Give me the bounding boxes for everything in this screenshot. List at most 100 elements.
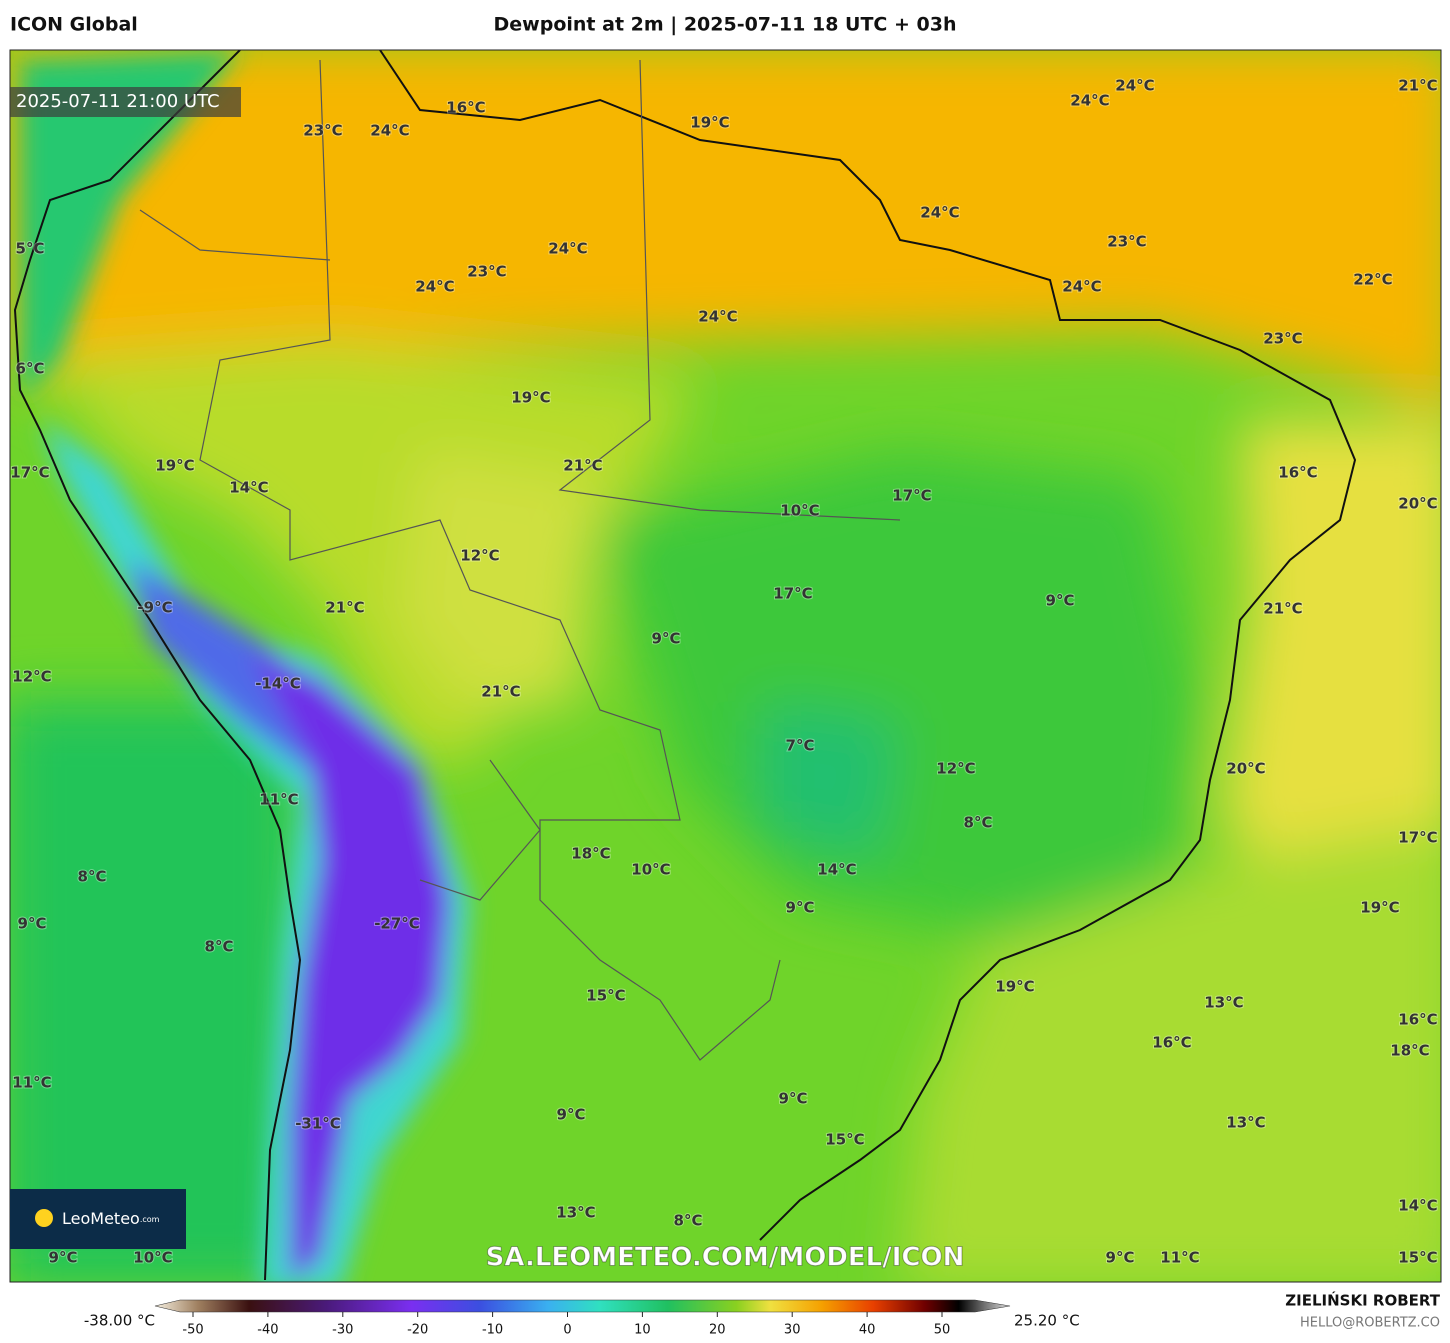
temperature-label: 13°C [1226, 1114, 1265, 1132]
temperature-label: 24°C [1070, 92, 1109, 110]
temperature-label: 8°C [78, 868, 107, 886]
temperature-label: 14°C [817, 861, 856, 879]
temperature-label: 21°C [325, 599, 364, 617]
temperature-label: 12°C [460, 547, 499, 565]
temperature-label: 12°C [12, 668, 51, 686]
temperature-label: 21°C [1398, 77, 1437, 95]
time-badge [10, 87, 241, 117]
temperature-label: 10°C [133, 1249, 172, 1267]
temperature-label: 9°C [557, 1106, 586, 1124]
temperature-label: 24°C [920, 204, 959, 222]
temperature-label: 10°C [780, 502, 819, 520]
temperature-label: 11°C [12, 1074, 51, 1092]
temperature-label: 24°C [1062, 278, 1101, 296]
contact: HELLO@ROBERTZ.CO [1300, 1316, 1440, 1331]
temperature-label: 12°C [936, 760, 975, 778]
model-name: ICON Global [10, 14, 138, 36]
temperature-label: -9°C [137, 599, 172, 617]
map-frame [9, 49, 1442, 1283]
temperature-label: 20°C [1398, 495, 1437, 513]
temperature-label: 16°C [1278, 464, 1317, 482]
temperature-label: 17°C [1398, 829, 1437, 847]
temperature-label: 24°C [370, 122, 409, 140]
temperature-label: 23°C [1107, 233, 1146, 251]
temperature-label: 9°C [652, 630, 681, 648]
temperature-label: 18°C [1390, 1042, 1429, 1060]
temperature-label: 9°C [18, 915, 47, 933]
logo-sun [35, 1209, 53, 1227]
colorbar-tick-label: 10 [634, 1323, 651, 1338]
temperature-label: 9°C [779, 1090, 808, 1108]
logo-suffix: .com [140, 1215, 160, 1224]
colorbar-tick-label: 50 [934, 1323, 951, 1338]
temperature-label: 5°C [16, 240, 45, 258]
temperature-label: 7°C [786, 737, 815, 755]
map-title: Dewpoint at 2m | 2025-07-11 18 UTC + 03h [494, 14, 957, 36]
temperature-label: 9°C [1046, 592, 1075, 610]
temperature-label: 14°C [1398, 1197, 1437, 1215]
temperature-label: 16°C [446, 99, 485, 117]
author: ZIELIŃSKI ROBERT [1285, 1291, 1440, 1310]
colorbar-min: -38.00 °C [84, 1312, 155, 1330]
colorbar-tick-label: -30 [332, 1323, 353, 1338]
temperature-label: 20°C [1226, 760, 1265, 778]
temperature-label: -31°C [295, 1115, 341, 1133]
temperature-label: 8°C [964, 814, 993, 832]
colorbar-max: 25.20 °C [1014, 1312, 1080, 1330]
temperature-label: 24°C [698, 308, 737, 326]
temperature-label: 19°C [690, 114, 729, 132]
temperature-label: 8°C [674, 1212, 703, 1230]
temperature-label: 24°C [1115, 77, 1154, 95]
map-labels: 24°C 24°C 21°C 16°C 19°C 23°C 24°C 24°C 23°C 5°C 2… [9, 76, 1438, 1268]
temperature-label: -27°C [374, 915, 420, 933]
temperature-label: 16°C [1398, 1011, 1437, 1029]
temperature-label: 18°C [571, 845, 610, 863]
temperature-label: 6°C [16, 360, 45, 378]
colorbar-tick-label: -20 [407, 1323, 428, 1338]
watermark: SA.LEOMETEO.COM/MODEL/ICON [486, 1243, 965, 1273]
temperature-label: 21°C [481, 683, 520, 701]
borders [139, 59, 901, 1061]
temperature-label: 22°C [1353, 271, 1392, 289]
temperature-label: 17°C [773, 585, 812, 603]
temperature-label: 16°C [1152, 1034, 1191, 1052]
map [10, 50, 1441, 1282]
temperature-label: 19°C [511, 389, 550, 407]
colorbar-ticks: -50 -40 -30 -20 -10 0 10 20 30 40 50 [182, 1312, 950, 1338]
temperature-label: 24°C [548, 240, 587, 258]
temperature-label: -14°C [255, 675, 301, 693]
coastlines [13, 50, 1357, 1281]
temperature-label: 8°C [205, 938, 234, 956]
temperature-label: 24°C [415, 278, 454, 296]
temperature-label: 9°C [49, 1249, 78, 1267]
colorbar-tick-label: -40 [257, 1323, 278, 1338]
temperature-label: 23°C [1263, 330, 1302, 348]
temperature-label: 21°C [563, 457, 602, 475]
temperature-label: 15°C [1398, 1249, 1437, 1267]
temperature-label: 11°C [1160, 1249, 1199, 1267]
temperature-label: 19°C [995, 978, 1034, 996]
colorbar-tick-label: 30 [784, 1323, 801, 1338]
colorbar-tick-label: -50 [182, 1323, 203, 1338]
logo-name: LeoMeteo [62, 1209, 140, 1228]
temperature-label: 23°C [303, 122, 342, 140]
colorbar-tick-label: 40 [859, 1323, 876, 1338]
colorbar-tick-label: -10 [482, 1323, 503, 1338]
temperature-label: 14°C [229, 479, 268, 497]
temperature-label: 9°C [1106, 1249, 1135, 1267]
logo-text: LeoMeteo.com [62, 1209, 160, 1228]
colorbar-tick-label: 0 [563, 1323, 571, 1338]
colorbar-tick-label: 20 [709, 1323, 726, 1338]
temperature-label: 19°C [1360, 899, 1399, 917]
temperature-label: 9°C [786, 899, 815, 917]
temperature-label: 15°C [825, 1131, 864, 1149]
temperature-label: 13°C [556, 1204, 595, 1222]
temperature-label: 10°C [631, 861, 670, 879]
temperature-label: 15°C [586, 987, 625, 1005]
valid-time: 2025-07-11 21:00 UTC [16, 91, 220, 112]
temperature-label: 23°C [467, 263, 506, 281]
temperature-label: 21°C [1263, 600, 1302, 618]
temperature-label: 17°C [10, 464, 49, 482]
temperature-label: 19°C [155, 457, 194, 475]
